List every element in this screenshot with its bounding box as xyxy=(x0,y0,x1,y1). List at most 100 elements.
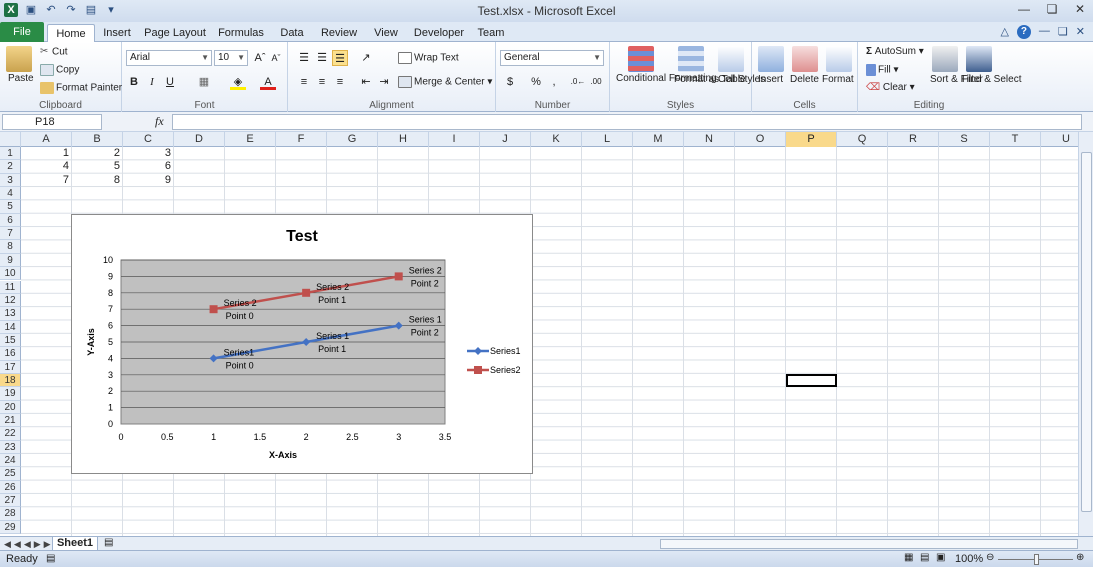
row-header-3[interactable]: 3 xyxy=(0,173,21,188)
format-as-table-button[interactable]: Format as Table xyxy=(674,74,746,85)
currency-button[interactable]: $ xyxy=(506,76,514,88)
view-normal-icon[interactable]: ▦ xyxy=(904,552,914,563)
paste-button[interactable]: Paste xyxy=(8,73,34,84)
row-header-9[interactable]: 9 xyxy=(0,253,21,268)
column-header-h[interactable]: H xyxy=(378,132,429,147)
cell-c2[interactable]: 6 xyxy=(164,160,171,173)
decrease-indent-icon[interactable]: ⇤ xyxy=(361,76,371,88)
copy-button[interactable]: Copy xyxy=(40,64,79,76)
font-color-icon[interactable]: A xyxy=(260,74,276,90)
tab-review[interactable]: Review xyxy=(320,27,358,39)
font-size-combo[interactable]: 10 ▼ xyxy=(214,50,248,66)
tab-home[interactable]: Home xyxy=(47,24,95,43)
increase-decimal-icon[interactable]: .0← xyxy=(570,77,586,86)
formula-input[interactable] xyxy=(172,114,1082,130)
italic-button[interactable]: I xyxy=(150,76,154,88)
autosum-button[interactable]: Σ AutoSum ▾ xyxy=(866,46,924,57)
zoom-level[interactable]: 100% xyxy=(955,553,984,565)
row-header-7[interactable]: 7 xyxy=(0,227,21,241)
tab-view[interactable]: View xyxy=(374,27,398,39)
row-header-4[interactable]: 4 xyxy=(0,187,21,201)
decrease-decimal-icon[interactable]: .00 xyxy=(590,77,602,86)
row-header-22[interactable]: 22 xyxy=(0,427,21,441)
insert-cells-icon[interactable] xyxy=(758,46,784,72)
conditional-formatting-icon[interactable] xyxy=(628,46,654,72)
cell-a2[interactable]: 4 xyxy=(62,160,69,173)
grow-font-button[interactable]: Aˆ xyxy=(254,52,266,64)
row-header-11[interactable]: 11 xyxy=(0,280,21,294)
column-header-e[interactable]: E xyxy=(225,132,276,147)
row-header-16[interactable]: 16 xyxy=(0,347,21,361)
undo-icon[interactable]: ↶ xyxy=(46,4,56,16)
restore-icon[interactable]: ❏ xyxy=(1046,2,1058,16)
name-box[interactable]: P18 xyxy=(2,114,102,130)
format-as-table-icon[interactable] xyxy=(678,46,704,72)
close-icon[interactable]: ✕ xyxy=(1074,2,1086,16)
sheet-tab[interactable]: Sheet1 xyxy=(52,537,98,551)
column-header-i[interactable]: I xyxy=(429,132,480,147)
increase-indent-icon[interactable]: ⇥ xyxy=(379,76,389,88)
align-center-icon[interactable]: ≡ xyxy=(318,76,326,88)
align-top-icon[interactable]: ☰ xyxy=(299,52,309,64)
sheet-nav-arrows[interactable]: ◀◀◀▶▶ xyxy=(4,539,54,549)
sort-filter-icon[interactable] xyxy=(932,46,958,72)
column-header-q[interactable]: Q xyxy=(837,132,888,147)
tab-formulas[interactable]: Formulas xyxy=(218,27,264,39)
wrap-text-button[interactable]: Wrap Text xyxy=(398,52,459,64)
bold-button[interactable]: B xyxy=(130,76,138,88)
fill-color-icon[interactable]: ◈ xyxy=(230,74,246,90)
cell-c3[interactable]: 9 xyxy=(164,173,171,186)
row-header-23[interactable]: 23 xyxy=(0,440,21,455)
row-header-12[interactable]: 12 xyxy=(0,293,21,308)
vertical-scrollbar[interactable] xyxy=(1078,132,1093,536)
tab-data[interactable]: Data xyxy=(280,27,304,39)
merge-center-button[interactable]: Merge & Center ▾ xyxy=(398,76,492,88)
row-header-24[interactable]: 24 xyxy=(0,454,21,468)
tab-insert[interactable]: Insert xyxy=(103,27,131,39)
fx-icon[interactable]: fx xyxy=(155,114,164,128)
doc-minimize-icon[interactable]: — xyxy=(1038,25,1050,37)
column-header-l[interactable]: L xyxy=(582,132,633,147)
underline-button[interactable]: U xyxy=(166,76,174,88)
column-header-t[interactable]: T xyxy=(990,132,1041,147)
column-header-d[interactable]: D xyxy=(174,132,225,147)
column-header-g[interactable]: G xyxy=(327,132,378,147)
find-select-button[interactable]: Find & Select xyxy=(962,74,1022,85)
row-header-29[interactable]: 29 xyxy=(0,520,21,535)
clear-button[interactable]: ⌫ Clear ▾ xyxy=(866,82,915,93)
percent-button[interactable]: % xyxy=(531,76,541,88)
row-header-25[interactable]: 25 xyxy=(0,467,21,481)
fill-button[interactable]: Fill ▾ xyxy=(866,64,899,76)
view-layout-icon[interactable]: ▤ xyxy=(920,552,930,563)
row-header-2[interactable]: 2 xyxy=(0,160,21,174)
row-header-14[interactable]: 14 xyxy=(0,320,21,334)
comma-button[interactable]: , xyxy=(552,76,556,88)
delete-cells-icon[interactable] xyxy=(792,46,818,72)
align-left-icon[interactable]: ≡ xyxy=(300,76,308,88)
tab-developer[interactable]: Developer xyxy=(413,27,465,39)
column-header-k[interactable]: K xyxy=(531,132,582,147)
column-header-n[interactable]: N xyxy=(684,132,735,147)
align-middle-icon[interactable]: ☰ xyxy=(317,52,327,64)
cell-styles-button[interactable]: Cell Styles xyxy=(718,74,766,85)
shrink-font-button[interactable]: Aˇ xyxy=(271,53,281,63)
redo-icon[interactable]: ↷ xyxy=(66,4,76,16)
cell-c1[interactable]: 3 xyxy=(164,147,171,159)
column-header-p[interactable]: P xyxy=(786,132,837,147)
row-header-18[interactable]: 18 xyxy=(0,373,21,388)
cell-b2[interactable]: 5 xyxy=(113,160,120,173)
paste-icon[interactable] xyxy=(6,46,32,72)
format-painter-button[interactable]: Format Painter xyxy=(40,82,122,94)
zoom-out-icon[interactable]: ⊖ xyxy=(986,552,995,563)
borders-icon[interactable]: ▦ xyxy=(198,76,210,88)
row-header-19[interactable]: 19 xyxy=(0,387,21,401)
macro-record-icon[interactable]: ▤ xyxy=(46,553,56,564)
column-header-b[interactable]: B xyxy=(72,132,123,147)
zoom-in-icon[interactable]: ⊕ xyxy=(1076,552,1085,563)
row-header-26[interactable]: 26 xyxy=(0,480,21,495)
tab-page-layout[interactable]: Page Layout xyxy=(144,27,206,39)
column-header-a[interactable]: A xyxy=(21,132,72,147)
excel-logo-icon[interactable]: X xyxy=(4,3,18,17)
row-header-21[interactable]: 21 xyxy=(0,414,21,428)
column-header-r[interactable]: R xyxy=(888,132,939,147)
